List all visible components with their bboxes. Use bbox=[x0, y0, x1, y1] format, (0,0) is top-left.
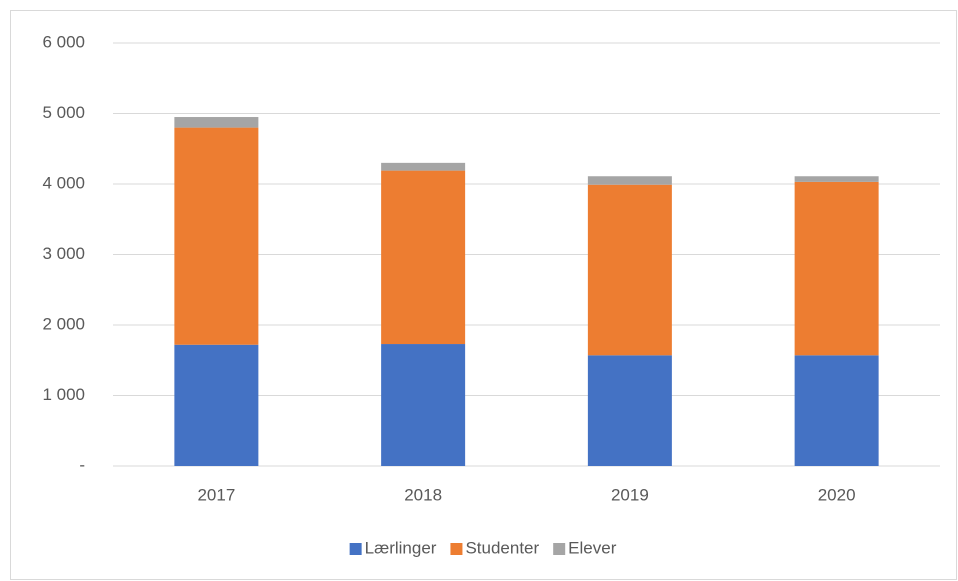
bar-segment bbox=[381, 162, 466, 171]
legend-label: Elever bbox=[568, 538, 617, 557]
x-tick-label: 2019 bbox=[611, 485, 649, 504]
legend-swatch bbox=[349, 543, 362, 555]
bar-segment bbox=[174, 344, 259, 466]
bar-segment bbox=[381, 344, 466, 466]
bar-segment bbox=[587, 184, 672, 356]
bar-segment bbox=[794, 176, 879, 182]
bar-segment bbox=[174, 127, 259, 345]
x-tick-label: 2020 bbox=[818, 485, 856, 504]
x-tick-label: 2018 bbox=[404, 485, 442, 504]
bar-segment bbox=[794, 355, 879, 466]
legend-label: Studenter bbox=[465, 538, 539, 557]
y-tick-label: 2 000 bbox=[42, 314, 85, 333]
y-tick-label: 4 000 bbox=[42, 173, 85, 192]
legend-swatch bbox=[450, 543, 463, 555]
y-tick-label: 5 000 bbox=[42, 103, 85, 122]
legend-swatch bbox=[553, 543, 566, 555]
bar-segment bbox=[381, 170, 466, 345]
bar-segment bbox=[794, 181, 879, 356]
y-tick-label: 6 000 bbox=[42, 32, 85, 51]
legend-label: Lærlinger bbox=[365, 538, 437, 557]
y-tick-label: - bbox=[79, 455, 85, 474]
x-tick-label: 2017 bbox=[197, 485, 235, 504]
y-tick-label: 3 000 bbox=[42, 244, 85, 263]
bar-segment bbox=[587, 355, 672, 466]
bar-segment bbox=[174, 117, 259, 128]
bar-segment bbox=[587, 176, 672, 185]
y-tick-label: 1 000 bbox=[42, 385, 85, 404]
